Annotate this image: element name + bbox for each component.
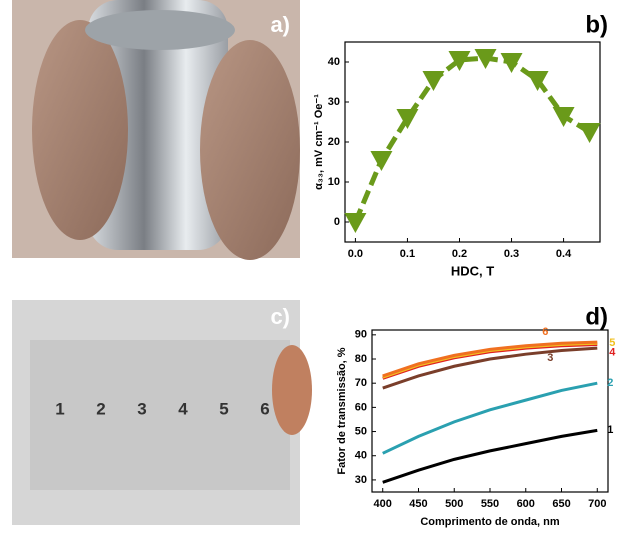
series-label: 3 (547, 352, 553, 364)
series-line (355, 58, 589, 222)
y-tick-label: 0 (334, 216, 340, 228)
x-tick-label: 0.0 (348, 248, 363, 260)
panel-label: d) (585, 303, 608, 330)
x-tick-label: 600 (517, 498, 535, 510)
y-tick-label: 30 (328, 96, 340, 108)
x-tick-label: 0.2 (452, 248, 467, 260)
photo-text: 6 (260, 399, 269, 418)
x-tick-label: 0.3 (504, 248, 519, 260)
x-tick-label: 0.1 (400, 248, 415, 260)
x-axis-label: Comprimento de onda, nm (420, 516, 560, 528)
x-tick-label: 700 (588, 498, 606, 510)
x-tick-label: 450 (409, 498, 427, 510)
photo-text: 2 (96, 399, 105, 418)
y-tick-label: 60 (355, 401, 367, 413)
panel-label: b) (585, 11, 608, 38)
y-tick-label: 10 (328, 176, 340, 188)
figure: a) c) b) d) 1 2 3 4 5 6 0.0 0.1 0.2 0.3 0.4 0 10 20 30… (0, 0, 623, 533)
photo-text: 1 (55, 399, 64, 418)
x-tick-label: 550 (481, 498, 499, 510)
marker (344, 213, 366, 233)
x-tick-label: 400 (374, 498, 392, 510)
marker (579, 123, 601, 143)
photo-a (12, 0, 300, 260)
y-axis-label: α₃₃, mV cm⁻¹ Oe⁻¹ (313, 94, 325, 190)
y-axis-label: Fator de transmissão, % (336, 347, 348, 474)
x-tick-label: 0.4 (556, 248, 572, 260)
photo-text: 5 (219, 399, 228, 418)
y-tick-label: 40 (355, 450, 367, 462)
y-tick-label: 70 (355, 377, 367, 389)
panel-label: c) (270, 304, 290, 329)
photo-text: 3 (137, 399, 146, 418)
y-tick-label: 80 (355, 353, 367, 365)
panel-label: a) (270, 12, 290, 37)
photo-text: 4 (178, 399, 188, 418)
x-axis-label: HDC, T (451, 263, 494, 278)
series-line (383, 383, 598, 453)
plot-frame (345, 42, 600, 242)
series-label: 1 (607, 424, 613, 436)
series-label: 5 (609, 337, 615, 349)
series-label: 6 (542, 326, 548, 338)
marker (553, 107, 575, 127)
y-tick-label: 30 (355, 474, 367, 486)
y-tick-label: 90 (355, 329, 367, 341)
y-tick-label: 40 (328, 56, 340, 68)
x-tick-label: 650 (552, 498, 570, 510)
y-tick-label: 20 (328, 136, 340, 148)
y-tick-label: 50 (355, 425, 367, 437)
series-label: 2 (607, 377, 613, 389)
x-tick-label: 500 (445, 498, 463, 510)
marker (370, 151, 392, 171)
